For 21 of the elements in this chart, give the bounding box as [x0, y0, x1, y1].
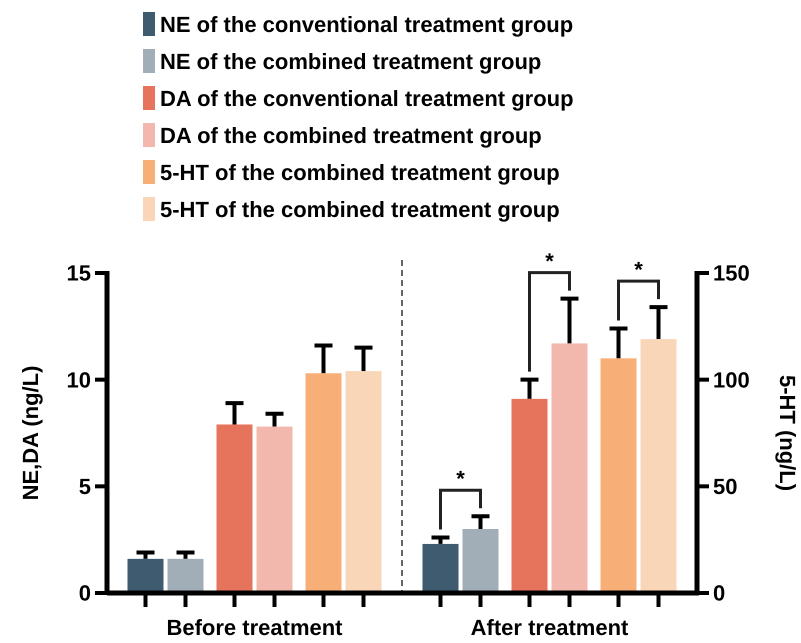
y2-axis-title: 5-HT (ng/L): [775, 374, 800, 492]
legend-label: 5-HT of the combined treatment group: [160, 160, 560, 185]
y2-tick-label: 150: [713, 260, 750, 286]
legend-label: DA of the combined treatment group: [160, 123, 542, 148]
legend-label: NE of the conventional treatment group: [160, 12, 574, 37]
y-tick-label: 0: [78, 580, 91, 606]
annotation: *: [545, 248, 554, 274]
legend-label: 5-HT of the combined treatment group: [160, 197, 560, 222]
y2-tick-label: 50: [713, 474, 738, 500]
y2-tick-label: 100: [713, 367, 750, 392]
y-axis-title: NE,DA (ng/L): [18, 366, 43, 500]
y-tick-label: 5: [78, 474, 91, 500]
y-tick-label: 15: [66, 260, 91, 286]
legend-label: DA of the conventional treatment group: [160, 86, 574, 111]
legend-label: NE of the combined treatment group: [160, 49, 542, 74]
annotation: *: [456, 466, 466, 492]
y2-tick-label: 0: [713, 580, 726, 606]
annotation: *: [634, 257, 644, 282]
x-tick-label: Before treatment: [166, 615, 344, 640]
y-tick-label: 10: [66, 367, 91, 392]
x-tick-label: After treatment: [470, 615, 630, 640]
